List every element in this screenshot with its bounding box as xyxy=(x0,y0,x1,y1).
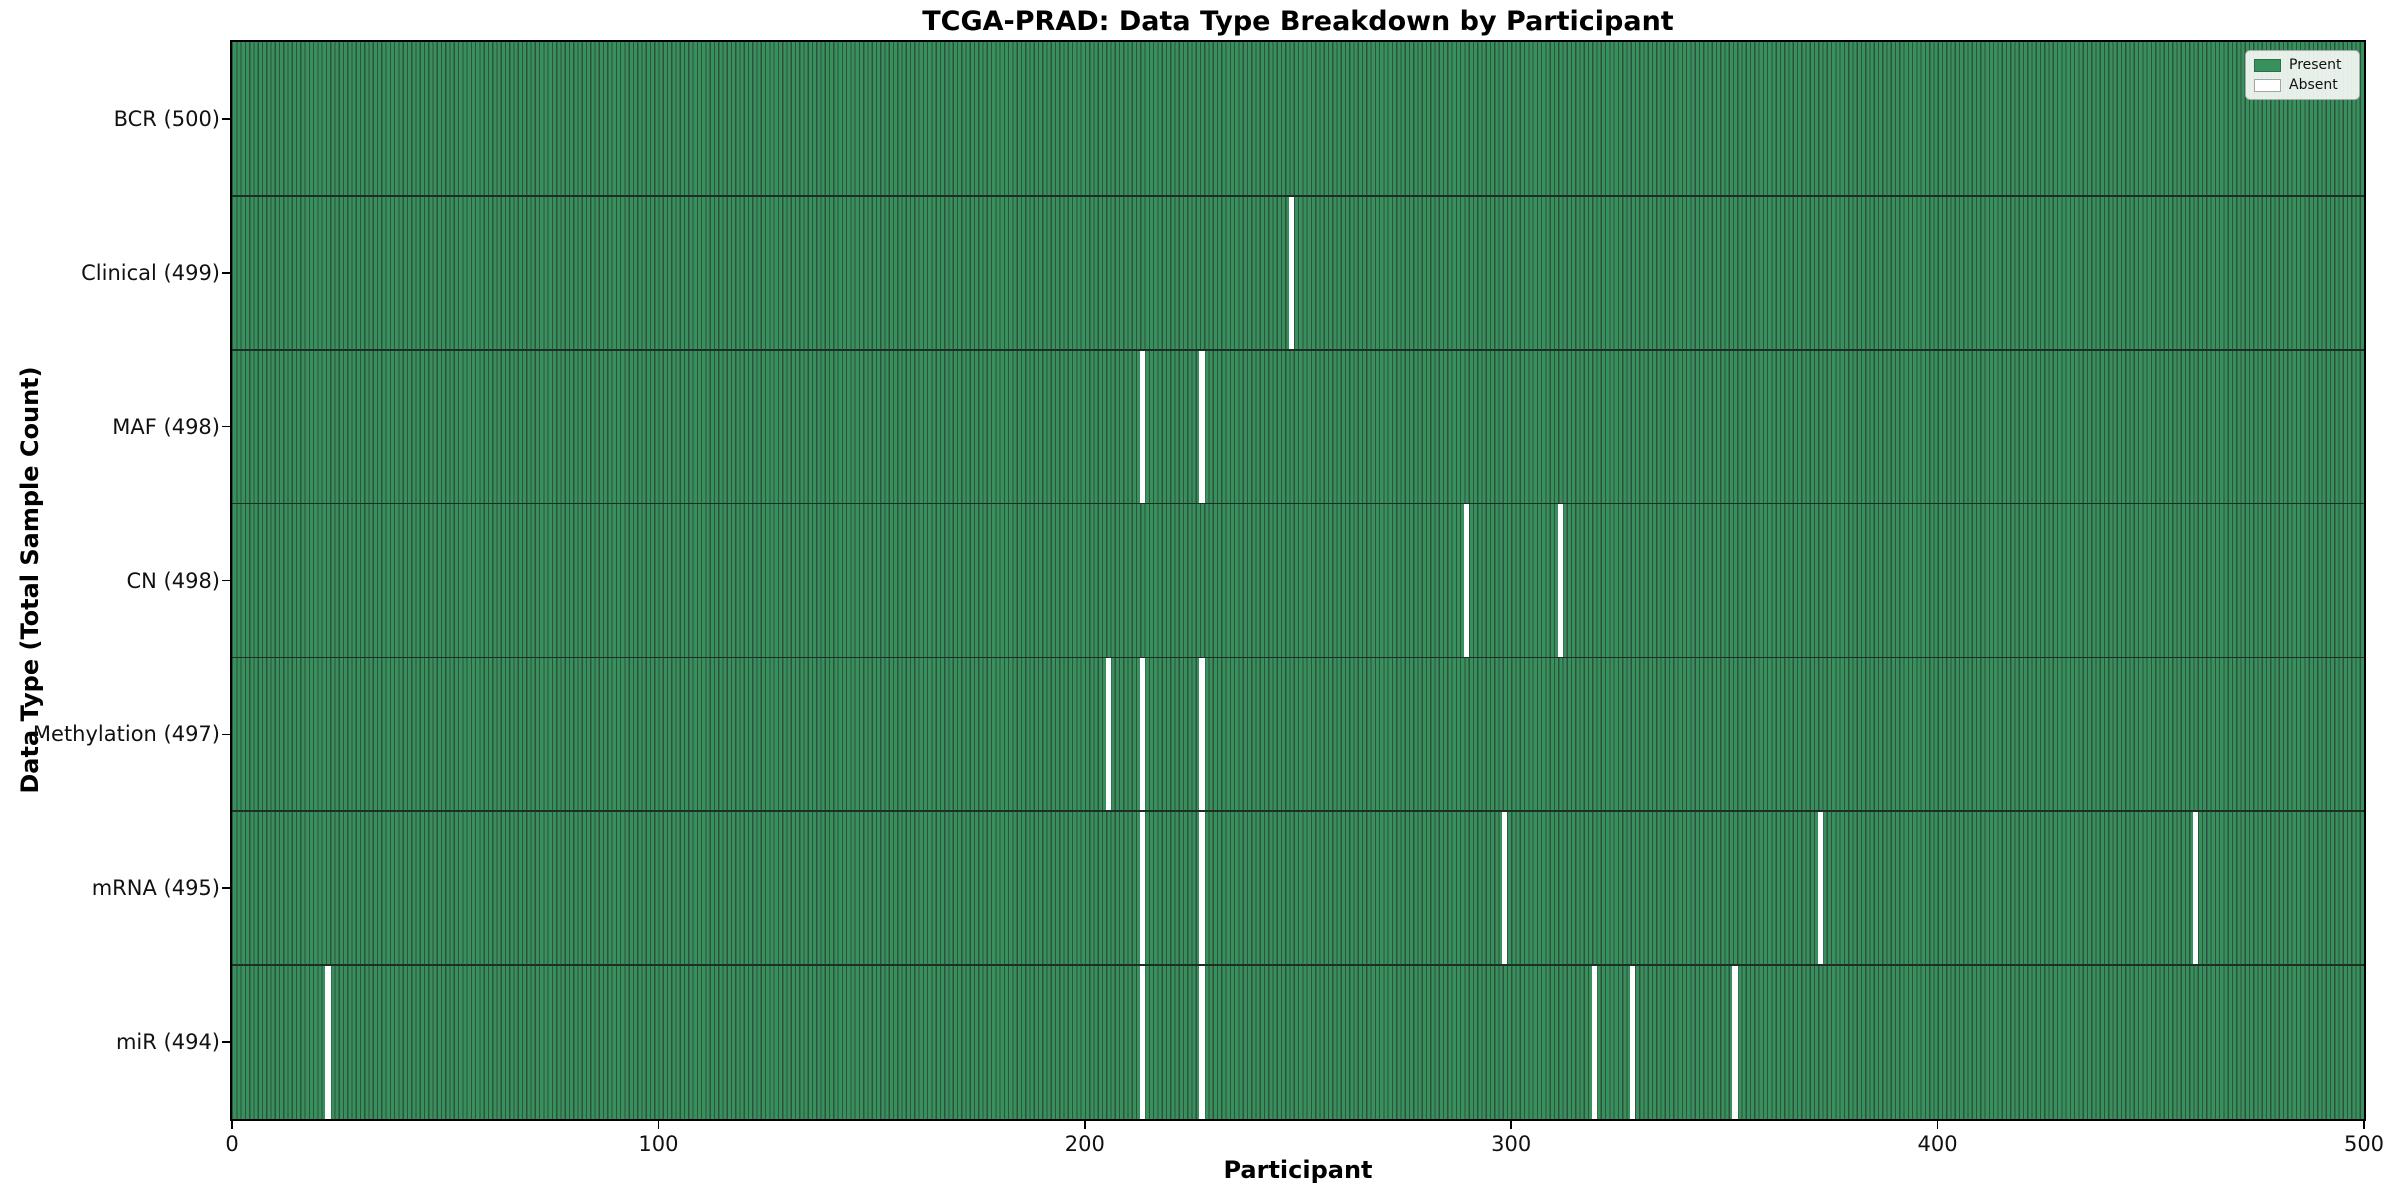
row-separator xyxy=(232,348,2364,351)
row-separator xyxy=(232,810,2364,813)
x-tick-label: 500 xyxy=(2343,1132,2385,1156)
y-tick-label: CN (498) xyxy=(126,568,220,593)
absent-swatch-icon xyxy=(2254,78,2281,92)
y-tick-label: Methylation (497) xyxy=(32,722,220,747)
y-tick xyxy=(222,733,230,736)
y-tick-label: BCR (500) xyxy=(113,106,220,131)
absent-gap xyxy=(1139,349,1145,504)
x-tick xyxy=(1510,1121,1512,1129)
legend-label-present: Present xyxy=(2289,57,2342,73)
row-bcr xyxy=(232,42,2364,196)
row-mir xyxy=(232,965,2364,1119)
x-tick-label: 100 xyxy=(638,1132,679,1156)
y-tick xyxy=(222,1041,230,1043)
row-separator xyxy=(232,195,2364,197)
x-tick-label: 0 xyxy=(225,1132,239,1156)
legend: Present Absent xyxy=(2245,50,2360,100)
y-tick xyxy=(222,271,230,274)
absent-gap xyxy=(2192,811,2199,966)
absent-gap xyxy=(325,965,331,1119)
row-maf xyxy=(232,349,2364,504)
chart-title: TCGA-PRAD: Data Type Breakdown by Partic… xyxy=(922,6,1674,37)
row-cn xyxy=(232,503,2364,658)
y-tick-label: mRNA (495) xyxy=(91,876,220,901)
absent-gap xyxy=(1139,811,1145,966)
y-tick xyxy=(222,118,230,120)
row-methylation xyxy=(232,657,2364,812)
absent-gap xyxy=(1591,965,1597,1119)
y-tick xyxy=(222,579,230,582)
x-tick-label: 300 xyxy=(1491,1132,1532,1156)
present-swatch-icon xyxy=(2254,58,2281,72)
absent-gap xyxy=(1199,657,1205,812)
row-clinical xyxy=(232,195,2364,350)
y-tick-label: Clinical (499) xyxy=(81,260,220,285)
absent-gap xyxy=(1288,195,1295,350)
absent-gap xyxy=(1139,657,1145,812)
absent-gap xyxy=(1557,503,1563,658)
absent-gap xyxy=(1502,811,1508,966)
absent-gap xyxy=(1732,965,1738,1119)
y-tick-label: MAF (498) xyxy=(112,414,220,439)
legend-item-absent: Absent xyxy=(2254,77,2351,93)
row-separator xyxy=(232,656,2364,659)
x-tick xyxy=(1936,1121,1939,1129)
x-tick-label: 400 xyxy=(1917,1132,1958,1156)
y-tick xyxy=(222,425,230,428)
absent-gap xyxy=(1105,657,1111,812)
x-tick-label: 200 xyxy=(1064,1132,1105,1156)
absent-gap xyxy=(1817,811,1823,966)
absent-gap xyxy=(1139,965,1145,1119)
y-tick xyxy=(222,887,230,889)
row-separator xyxy=(232,964,2364,966)
y-tick-label: miR (494) xyxy=(115,1030,220,1055)
x-tick xyxy=(2363,1121,2365,1129)
x-tick xyxy=(1084,1121,1086,1129)
x-tick xyxy=(231,1121,233,1129)
absent-gap xyxy=(1199,811,1205,966)
absent-gap xyxy=(1199,349,1205,504)
plot-area xyxy=(232,42,2364,1119)
x-axis-label: Participant xyxy=(1223,1156,1373,1184)
absent-gap xyxy=(1199,965,1205,1119)
row-mrna xyxy=(232,811,2364,966)
legend-item-present: Present xyxy=(2254,57,2351,73)
absent-gap xyxy=(1630,965,1636,1119)
legend-label-absent: Absent xyxy=(2289,77,2338,93)
absent-gap xyxy=(1463,503,1470,658)
row-separator xyxy=(232,502,2364,505)
x-tick xyxy=(657,1121,660,1129)
